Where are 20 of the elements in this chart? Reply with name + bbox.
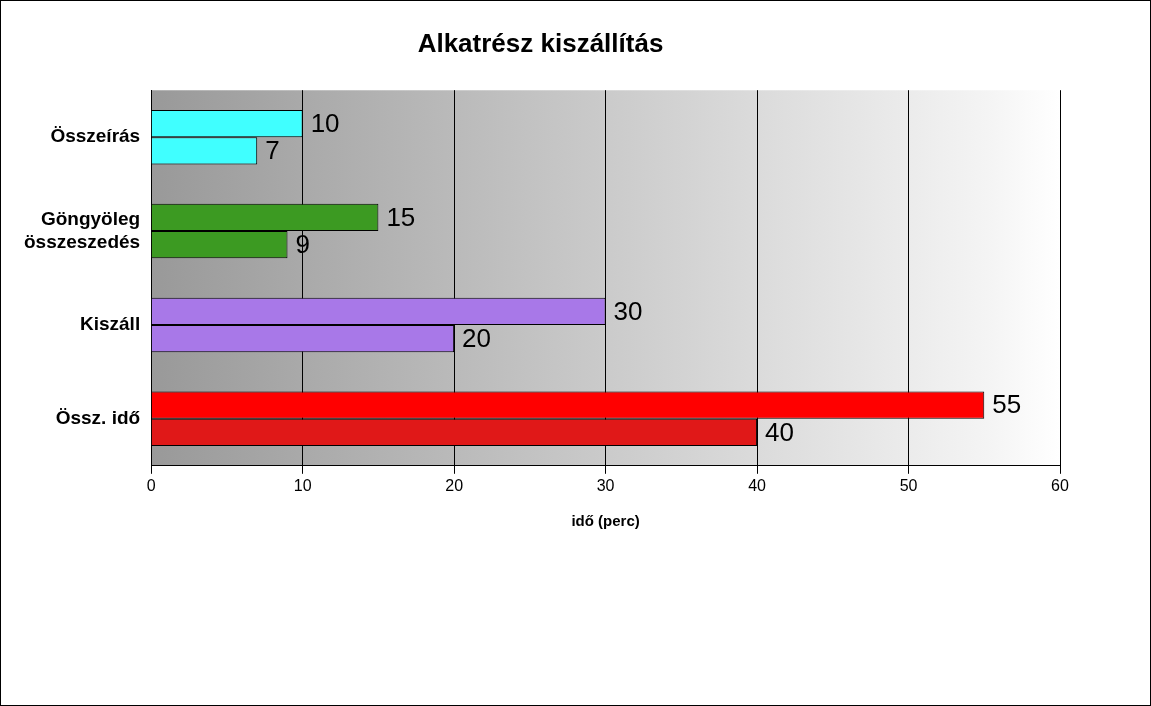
data-label: 30 (613, 295, 643, 326)
data-label: 40 (765, 416, 794, 447)
y-tick-label: Összeírás (50, 125, 141, 147)
x-tick-label: 40 (748, 476, 767, 494)
x-tick-label: 50 (899, 476, 918, 494)
x-tick-label: 20 (445, 476, 464, 494)
data-label: 10 (310, 107, 340, 138)
x-tick-label: 30 (596, 476, 615, 494)
data-label: 7 (265, 134, 280, 165)
data-label: 20 (462, 322, 492, 353)
y-tick-label: Kiszáll (79, 313, 141, 335)
x-tick-label: 60 (1051, 476, 1069, 494)
x-tick-label: 0 (146, 476, 156, 494)
chart-title: Alkatrész kiszállítás (417, 27, 664, 58)
y-tick-label: Össz. idő (55, 407, 141, 429)
data-label: 55 (992, 389, 1022, 420)
data-label: 15 (386, 201, 416, 232)
y-tick-label: Göngyöleg összeszedés (23, 207, 141, 252)
x-axis-title: idő (perc) (571, 512, 640, 530)
x-tick-label: 10 (293, 476, 312, 494)
